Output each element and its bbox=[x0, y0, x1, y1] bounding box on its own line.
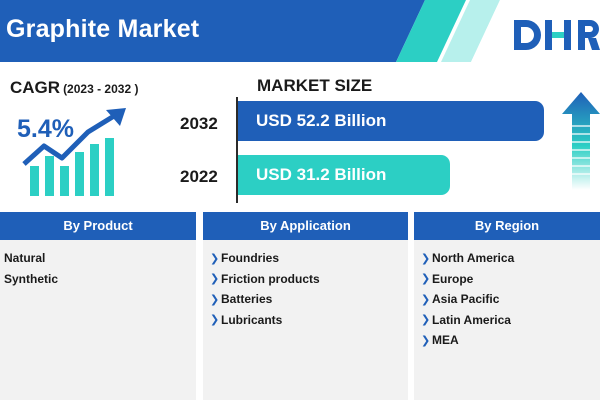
market-size-axis bbox=[236, 97, 238, 203]
list-item: ❯ Foundries bbox=[210, 251, 280, 266]
list-item: ❯ Friction products bbox=[210, 271, 320, 286]
cagr-period: (2023 - 2032 ) bbox=[63, 82, 139, 96]
chevron-right-icon: ❯ bbox=[210, 252, 220, 265]
year-label-2032: 2032 bbox=[180, 114, 218, 133]
year-label-2022: 2022 bbox=[180, 167, 218, 186]
cagr-heading: CAGR (2023 - 2032 ) bbox=[10, 78, 138, 98]
list-item: ❯ Latin America bbox=[421, 312, 511, 327]
up-arrow-icon bbox=[562, 92, 600, 190]
list-item: Natural bbox=[4, 251, 46, 266]
list-item: ❯ Asia Pacific bbox=[421, 292, 500, 307]
list-item: ❯ Europe bbox=[421, 271, 474, 286]
chevron-right-icon: ❯ bbox=[210, 314, 220, 327]
cagr-value: 5.4% bbox=[17, 115, 74, 143]
list-item: ❯ Lubricants bbox=[210, 312, 283, 327]
header-banner: Graphite Market bbox=[0, 0, 600, 62]
panel-title-by-application: By Application bbox=[203, 212, 408, 240]
chevron-right-icon: ❯ bbox=[210, 273, 220, 286]
panel-title-by-product: By Product bbox=[0, 212, 196, 240]
cagr-label: CAGR bbox=[10, 78, 61, 97]
product-list: Natural Synthetic bbox=[0, 240, 196, 289]
chevron-right-icon: ❯ bbox=[421, 314, 431, 327]
chevron-right-icon: ❯ bbox=[421, 293, 431, 306]
panel-by-application: By Application ❯ Foundries ❯ Friction prod… bbox=[203, 212, 408, 400]
market-size-value-2032: USD 52.2 Billion bbox=[256, 111, 387, 130]
list-item: Synthetic bbox=[4, 271, 59, 286]
chevron-right-icon: ❯ bbox=[421, 273, 431, 286]
growth-bars-arrow-icon bbox=[22, 108, 126, 196]
page-title: Graphite Market bbox=[6, 15, 200, 43]
panel-by-region: By Region ❯ North America ❯ Europe ❯ Asia P… bbox=[414, 212, 600, 400]
market-size-bar-2022: USD 31.2 Billion bbox=[238, 155, 450, 195]
chevron-right-icon: ❯ bbox=[210, 293, 220, 306]
chevron-right-icon: ❯ bbox=[421, 252, 431, 265]
market-size-value-2022: USD 31.2 Billion bbox=[256, 165, 387, 184]
chevron-right-icon: ❯ bbox=[421, 334, 431, 347]
panel-by-product: By Product Natural Synthetic bbox=[0, 212, 196, 400]
list-item: ❯ Batteries bbox=[210, 292, 273, 307]
market-size-heading: MARKET SIZE bbox=[257, 76, 373, 95]
region-list: ❯ North America ❯ Europe ❯ Asia Pacific ❯ La… bbox=[414, 240, 600, 351]
application-list: ❯ Foundries ❯ Friction products ❯ Batteries… bbox=[203, 240, 408, 330]
dhr-logo bbox=[514, 20, 600, 50]
market-size-bar-2032: USD 52.2 Billion bbox=[238, 101, 544, 141]
panel-title-by-region: By Region bbox=[414, 212, 600, 240]
list-item: ❯ MEA bbox=[421, 333, 459, 348]
list-item: ❯ North America bbox=[421, 251, 515, 266]
